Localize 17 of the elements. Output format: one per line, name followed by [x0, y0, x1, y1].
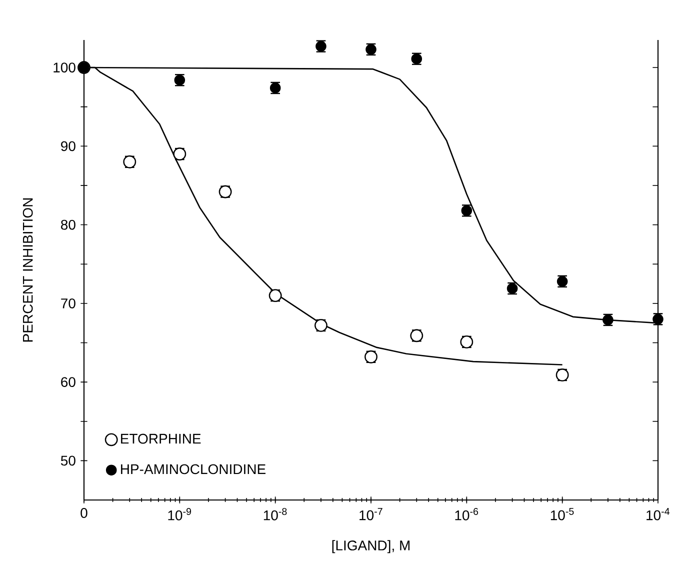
x-tick-label: 10$^{-7}$	[360, 508, 382, 520]
y-axis-title: PERCENT INHIBITION	[22, 198, 33, 342]
y-tick-label: 50	[60, 456, 76, 466]
y-tick-label: 60	[61, 377, 76, 388]
x-tick-label: 10$^{-6}$	[455, 508, 478, 520]
y-tick-label: 100	[54, 62, 76, 73]
y-tick-label: 80	[60, 220, 76, 230]
x-tick-label: 10$^{-4}$	[646, 508, 670, 520]
x-tick-label: 10$^{-9}$	[168, 508, 192, 520]
legend-label: ETORPHINE	[121, 434, 201, 444]
legend-label: HP-AMINOCLONIDINE	[121, 464, 266, 474]
x-axis-title: [LIGAND], M	[332, 540, 410, 554]
y-tick-label: 90	[61, 141, 76, 152]
x-tick-label: 10$^{-5}$	[550, 508, 574, 520]
x-tick-label: 0	[80, 508, 88, 518]
x-tick-label: 10$^{-8}$	[264, 508, 287, 520]
y-tick-label: 70	[61, 298, 76, 309]
